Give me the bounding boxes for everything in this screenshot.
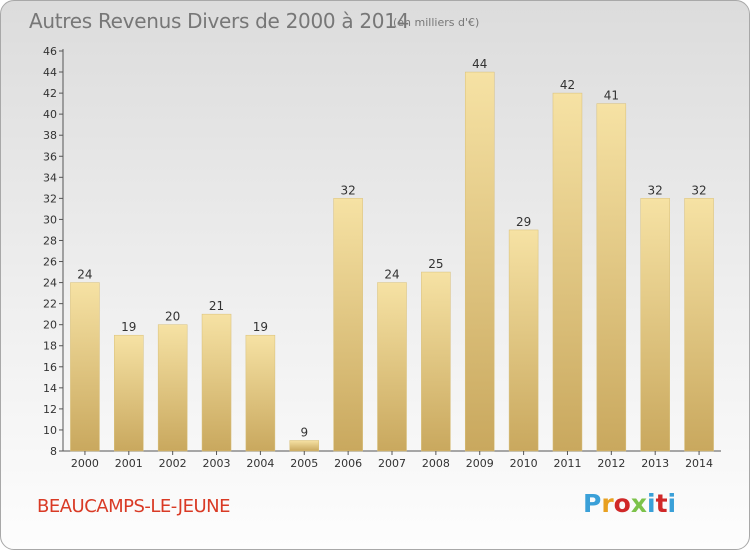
commune-name: BEAUCAMPS-LE-JEUNE — [37, 496, 231, 517]
bar-value-label: 42 — [560, 78, 575, 92]
bar — [289, 440, 320, 452]
logo-letter: i — [667, 489, 677, 518]
bar-value-label: 19 — [253, 320, 268, 334]
bar-value-label: 9 — [300, 425, 308, 439]
bar — [70, 282, 100, 452]
bar-value-label: 21 — [209, 299, 224, 313]
bar — [640, 198, 670, 452]
logo-letter: x — [630, 489, 647, 518]
x-tick-label: 2012 — [597, 457, 625, 470]
chart-subtitle: (en milliers d'€) — [393, 16, 480, 29]
y-tick-label: 8 — [50, 445, 57, 458]
bar — [377, 282, 407, 452]
bar-value-label: 32 — [691, 183, 706, 197]
bar-value-label: 32 — [340, 183, 355, 197]
x-tick-label: 2007 — [378, 457, 406, 470]
y-tick-label: 34 — [43, 171, 57, 184]
x-tick-label: 2000 — [71, 457, 99, 470]
bar-value-label: 25 — [428, 257, 443, 271]
bar-value-label: 32 — [648, 183, 663, 197]
y-tick-label: 36 — [43, 150, 57, 163]
bar-value-label: 41 — [604, 89, 619, 103]
y-tick-label: 40 — [43, 108, 57, 121]
y-tick-label: 12 — [43, 403, 57, 416]
logo-letter: r — [601, 489, 614, 518]
x-tick-label: 2013 — [641, 457, 669, 470]
logo-letter: P — [583, 489, 602, 518]
bar-value-label: 44 — [472, 57, 487, 71]
bar-value-label: 19 — [121, 320, 136, 334]
bar-value-label: 24 — [77, 268, 92, 282]
bar-value-label: 20 — [165, 310, 180, 324]
bar — [596, 103, 627, 452]
y-tick-label: 10 — [43, 424, 57, 437]
y-tick-label: 46 — [43, 45, 57, 58]
y-tick-label: 32 — [43, 192, 57, 205]
bar — [552, 92, 583, 452]
bar — [333, 198, 363, 452]
y-tick-label: 24 — [43, 277, 57, 290]
x-tick-label: 2006 — [334, 457, 362, 470]
y-tick-label: 20 — [43, 319, 57, 332]
y-tick-label: 18 — [43, 340, 57, 353]
x-tick-label: 2004 — [246, 457, 274, 470]
bar — [114, 334, 144, 452]
bar-value-label: 24 — [384, 268, 399, 282]
y-tick-label: 14 — [43, 382, 57, 395]
bar-value-label: 29 — [516, 215, 531, 229]
x-tick-label: 2014 — [685, 457, 713, 470]
y-tick-label: 26 — [43, 256, 57, 269]
chart-title: Autres Revenus Divers de 2000 à 2014 — [29, 9, 410, 33]
y-tick-label: 30 — [43, 213, 57, 226]
x-tick-label: 2001 — [115, 457, 143, 470]
bar — [684, 198, 714, 452]
bar — [421, 271, 451, 452]
x-tick-label: 2008 — [422, 457, 450, 470]
x-tick-label: 2009 — [466, 457, 494, 470]
y-tick-label: 44 — [43, 66, 57, 79]
y-tick-label: 22 — [43, 298, 57, 311]
logo-letter: o — [613, 489, 631, 518]
bar — [157, 324, 188, 452]
x-tick-label: 2003 — [203, 457, 231, 470]
y-tick-label: 28 — [43, 234, 57, 247]
x-tick-label: 2005 — [290, 457, 318, 470]
logo-letter: i — [647, 489, 656, 518]
bar — [508, 229, 539, 452]
bar — [464, 71, 495, 452]
y-tick-label: 16 — [43, 361, 57, 374]
y-tick-label: 38 — [43, 129, 57, 142]
proxiti-logo: Proxiti — [583, 489, 676, 518]
logo-letter: t — [655, 489, 668, 518]
x-tick-label: 2002 — [159, 457, 187, 470]
bar — [201, 313, 232, 452]
x-tick-label: 2010 — [510, 457, 538, 470]
y-tick-label: 42 — [43, 87, 57, 100]
bar — [245, 334, 276, 452]
x-tick-label: 2011 — [553, 457, 581, 470]
